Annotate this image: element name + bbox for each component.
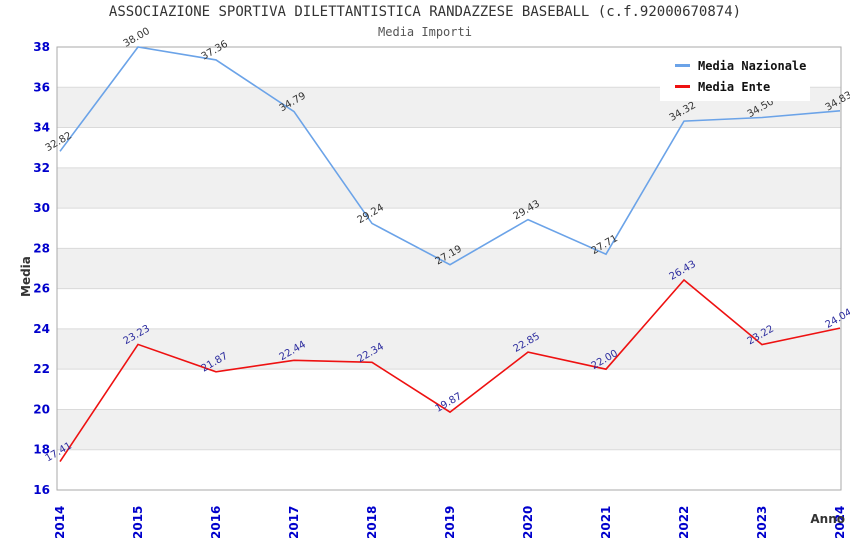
y-tick-label: 28: [33, 241, 50, 255]
y-tick-label: 34: [33, 121, 50, 135]
x-tick-label: 2018: [365, 506, 379, 539]
legend-label-ente: Media Ente: [698, 79, 771, 94]
grid-bands: [57, 87, 841, 450]
series-lines: [59, 46, 841, 463]
data-point-label: 24.04: [824, 307, 850, 331]
y-tick-label: 16: [33, 483, 50, 497]
x-tick-label: 2023: [755, 506, 769, 539]
y-tick-label: 30: [33, 201, 50, 215]
y-axis-tick-labels: 16 18 20 22 24 26 28 30 32 34 36 38: [33, 40, 50, 497]
x-axis-title: Anno: [810, 512, 845, 526]
grid-band: [57, 328, 841, 370]
y-tick-label: 32: [33, 161, 50, 175]
legend: Media Nazionale Media Ente: [660, 51, 810, 101]
x-tick-label: 2019: [443, 506, 457, 539]
x-tick-label: 2024: [833, 506, 847, 539]
x-tick-label: 2020: [521, 506, 535, 539]
grid-band: [57, 248, 841, 289]
x-tick-label: 2017: [287, 506, 301, 539]
y-tick-label: 20: [33, 402, 50, 416]
y-tick-label: 24: [33, 322, 50, 336]
y-tick-label: 26: [33, 282, 50, 296]
series-line-media-ente: [59, 278, 841, 463]
x-tick-label: 2016: [209, 506, 223, 539]
y-tick-label: 36: [33, 80, 50, 94]
grid-band: [57, 409, 841, 450]
y-tick-label: 38: [33, 40, 50, 54]
y-axis-title: Media: [19, 256, 33, 297]
plot-border: [56, 46, 842, 491]
legend-label-nazionale: Media Nazionale: [698, 58, 807, 73]
legend-item-media-nazionale: Media Nazionale: [675, 59, 810, 73]
x-tick-label: 2022: [677, 506, 691, 539]
x-axis-tick-labels: 2014 2015 2016 2017 2018 2019 2020 2021 2022 2023…: [53, 506, 847, 539]
legend-item-media-ente: Media Ente: [675, 80, 810, 94]
chart-subtitle: Media Importi: [378, 25, 472, 39]
y-tick-label: 18: [33, 443, 50, 457]
legend-swatch-nazionale-icon: [675, 64, 690, 67]
legend-swatch-ente-icon: [675, 85, 690, 88]
grid-band: [57, 167, 841, 209]
data-point-label: 38.00: [122, 26, 152, 50]
x-tick-label: 2014: [53, 506, 67, 539]
chart-title: ASSOCIAZIONE SPORTIVA DILETTANTISTICA RA…: [108, 4, 742, 20]
y-tick-label: 22: [33, 362, 50, 376]
series-line-media-nazionale: [59, 46, 841, 266]
x-tick-label: 2021: [599, 506, 613, 539]
x-tick-label: 2015: [131, 506, 145, 539]
